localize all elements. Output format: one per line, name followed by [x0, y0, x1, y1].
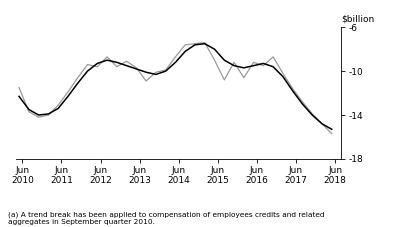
Text: $billion: $billion	[341, 15, 375, 24]
Text: (a) A trend break has been applied to compensation of employees credits and rela: (a) A trend break has been applied to co…	[8, 211, 324, 225]
